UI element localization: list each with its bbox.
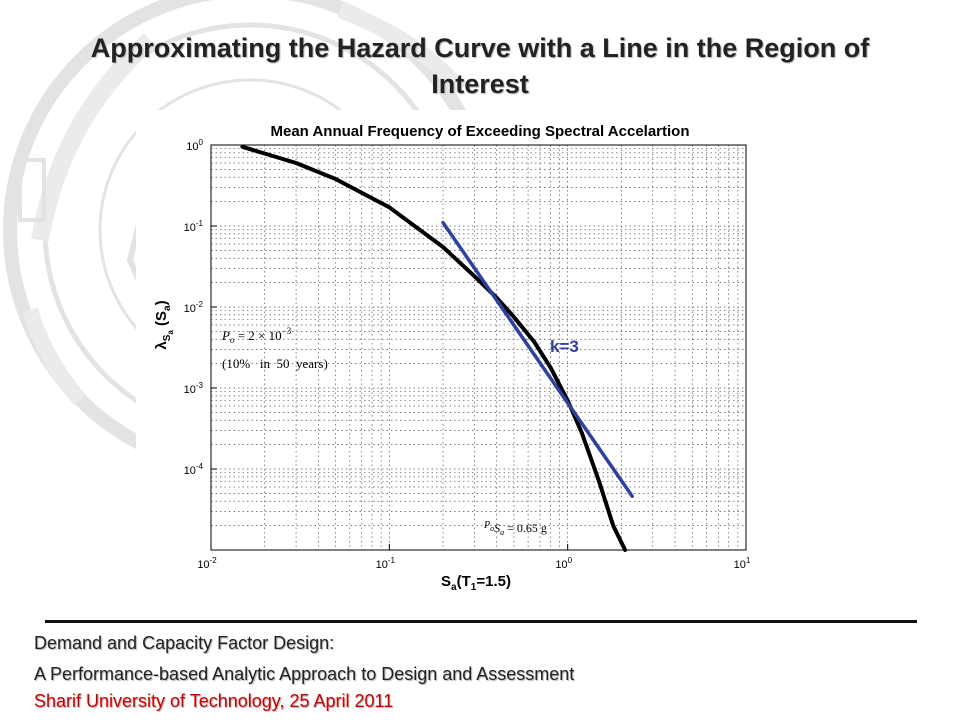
x-tick-label: 10-1: [376, 556, 396, 571]
y-tick-label: 10-3: [184, 381, 204, 396]
slope-k-label: k=3: [550, 337, 579, 356]
hazard-chart: 10-2 10-1 100 101 100 10-1 10-2 10-3 10-4 Mean A…: [153, 123, 751, 593]
y-tick-label: 10-4: [184, 462, 204, 477]
footer-divider: [45, 620, 917, 623]
y-axis-label: λSa (Sa): [153, 300, 175, 349]
x-tick-label: 101: [734, 556, 751, 571]
linear-approximation-line: [441, 220, 634, 499]
series-layer: [240, 144, 634, 552]
footer-course-subtitle: A Performance-based Analytic Approach to…: [34, 664, 575, 684]
y-tick-label: 10-2: [184, 300, 204, 315]
chart-title: Mean Annual Frequency of Exceeding Spect…: [271, 123, 690, 140]
tick-layer: 10-2 10-1 100 101 100 10-1 10-2 10-3 10-4: [184, 138, 751, 571]
sa-annotation: PoSa = 0.65 g: [483, 520, 547, 537]
footer-course-title: Demand and Capacity Factor Design:: [34, 633, 335, 653]
slide-title: Approximating the Hazard Curve with a Li…: [90, 33, 870, 99]
footer-venue-date: Sharif University of Technology, 25 Apri…: [34, 691, 394, 711]
grid-layer: [211, 145, 746, 550]
chart-area: 10-2 10-1 100 101 100 10-1 10-2 10-3 10-4 Mean A…: [136, 110, 766, 595]
x-axis-label: Sa(T1=1.5): [441, 573, 511, 593]
axes-frame: [210, 144, 747, 551]
po-annotation-line1: Po = 2 × 10−3: [221, 326, 292, 345]
y-tick-label: 100: [186, 138, 203, 153]
y-tick-label: 10-1: [184, 219, 204, 234]
po-annotation-line2: (10% in 50 years): [222, 356, 328, 371]
x-tick-label: 100: [555, 556, 572, 571]
x-tick-label: 10-2: [197, 556, 217, 571]
hazard-curve-line: [240, 144, 628, 552]
